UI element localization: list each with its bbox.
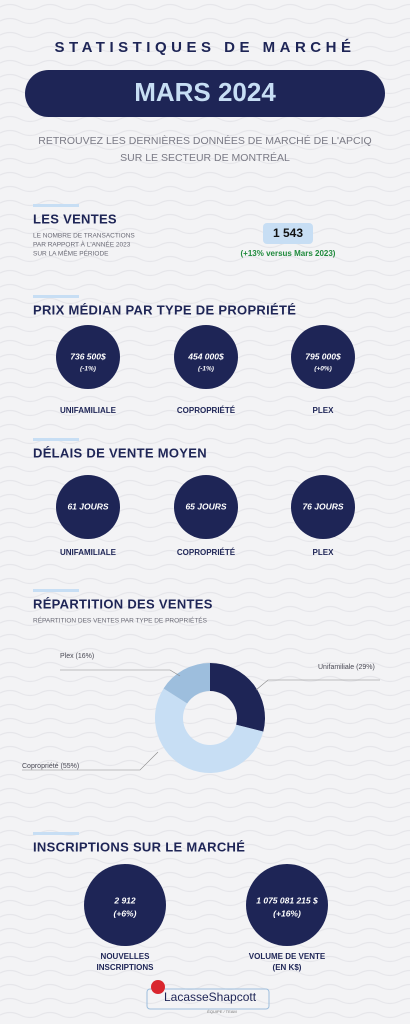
price-label: COPROPRIÉTÉ xyxy=(177,406,236,415)
donut-slice xyxy=(210,663,265,732)
delay-value: 61 JOURS xyxy=(67,501,108,511)
sales-description: LE NOMBRE DE TRANSACTIONS xyxy=(33,233,135,240)
listing-label: (EN K$) xyxy=(273,963,302,972)
sales-description: SUR LA MÊME PÉRIODE xyxy=(33,249,109,258)
subtitle: RETROUVEZ LES DERNIÈRES DONNÉES DE MARCH… xyxy=(38,134,371,147)
listing-value: 1 075 081 215 $ xyxy=(256,895,318,905)
section-bar xyxy=(33,832,79,835)
page-title: STATISTIQUES DE MARCHÉ xyxy=(55,39,356,56)
section-title: INSCRIPTIONS SUR LE MARCHÉ xyxy=(33,839,245,854)
period-pill xyxy=(25,70,385,117)
delay-circle xyxy=(291,475,355,539)
logo-box xyxy=(146,988,270,1010)
section-bar xyxy=(33,295,79,298)
price-change: (-1%) xyxy=(80,366,96,373)
section-bar xyxy=(33,438,79,441)
delay-circle xyxy=(56,475,120,539)
slice-label: Unifamiliale (29%) xyxy=(318,664,375,671)
delay-label: PLEX xyxy=(313,548,335,557)
delay-label: COPROPRIÉTÉ xyxy=(177,548,236,557)
delay-value: 65 JOURS xyxy=(185,501,226,511)
sales-description: PAR RAPPORT À L'ANNÉE 2023 xyxy=(33,240,131,249)
listing-change: (+6%) xyxy=(114,908,137,918)
delay-value: 76 JOURS xyxy=(302,501,343,511)
price-label: PLEX xyxy=(313,406,335,415)
logo-balloon xyxy=(151,980,165,994)
price-value: 795 000$ xyxy=(305,351,341,361)
price-circle xyxy=(56,325,120,389)
donut-slice xyxy=(163,663,210,704)
price-circle xyxy=(291,325,355,389)
subtitle: SUR LE SECTEUR DE MONTRÉAL xyxy=(120,151,290,164)
sales-count: 1 543 xyxy=(273,226,303,240)
listing-label: VOLUME DE VENTE xyxy=(249,952,326,961)
slice-label: Copropriété (55%) xyxy=(22,763,79,770)
price-label: UNIFAMILIALE xyxy=(60,406,117,415)
listing-change: (+16%) xyxy=(273,908,301,918)
price-value: 454 000$ xyxy=(187,351,224,361)
section-title: LES VENTES xyxy=(33,211,117,226)
donut-slice xyxy=(154,688,264,774)
section-bar xyxy=(33,589,79,592)
price-change: (+0%) xyxy=(314,366,332,373)
price-circle xyxy=(174,325,238,389)
listing-label: NOUVELLES xyxy=(101,952,151,961)
logo-name: LacasseShapcott xyxy=(164,990,257,1004)
section-title: PRIX MÉDIAN PAR TYPE DE PROPRIÉTÉ xyxy=(33,302,296,317)
section-title: RÉPARTITION DES VENTES xyxy=(33,596,213,611)
listing-value: 2 912 xyxy=(113,895,136,905)
slice-label: Plex (16%) xyxy=(60,653,94,660)
price-change: (-1%) xyxy=(198,366,214,373)
period: MARS 2024 xyxy=(134,77,276,107)
leader-line xyxy=(60,669,181,677)
delay-circle xyxy=(174,475,238,539)
listing-circle xyxy=(246,864,328,946)
price-value: 736 500$ xyxy=(70,351,106,361)
listing-label: INSCRIPTIONS xyxy=(97,963,155,972)
section-bar xyxy=(33,204,79,207)
leader-line xyxy=(22,751,159,771)
leader-line xyxy=(255,679,380,691)
sales-change: (+13% versus Mars 2023) xyxy=(241,249,336,258)
listing-circle xyxy=(84,864,166,946)
logo: LacasseShapcott ÉQUIPE / TEAM xyxy=(146,980,270,1014)
count-box xyxy=(263,223,313,244)
logo-tagline: ÉQUIPE / TEAM xyxy=(207,1009,237,1014)
delay-label: UNIFAMILIALE xyxy=(60,548,117,557)
section-title: DÉLAIS DE VENTE MOYEN xyxy=(33,445,207,460)
section-subtitle: RÉPARTITION DES VENTES PAR TYPE DE PROPR… xyxy=(33,616,208,625)
